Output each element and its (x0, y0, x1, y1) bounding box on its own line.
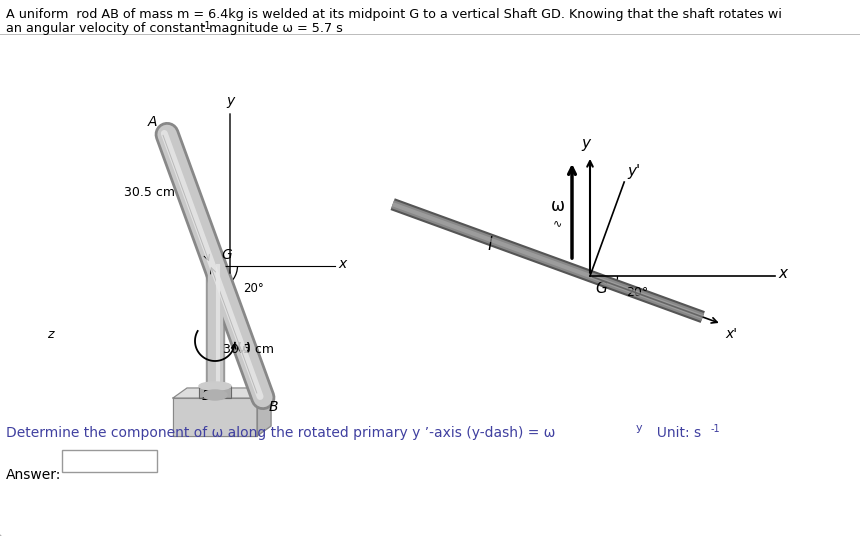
Text: ω: ω (551, 197, 565, 215)
Text: ∿: ∿ (553, 218, 562, 228)
Text: A: A (148, 115, 157, 129)
Text: G: G (221, 248, 231, 262)
Polygon shape (199, 386, 231, 398)
Text: 30.5 cm: 30.5 cm (224, 343, 274, 356)
Text: Determine the component of ω along the rotated primary y ’-axis (y-dash) = ω: Determine the component of ω along the r… (6, 426, 556, 440)
Text: z: z (47, 327, 53, 340)
Ellipse shape (203, 390, 227, 400)
Text: x: x (338, 257, 347, 271)
Text: l: l (487, 236, 492, 254)
Text: y: y (226, 94, 234, 108)
Text: y': y' (627, 164, 641, 179)
Polygon shape (257, 388, 271, 436)
Text: 20°: 20° (243, 281, 264, 294)
Text: x: x (778, 266, 787, 281)
Ellipse shape (199, 382, 231, 390)
Text: an angular velocity of constant magnitude ω = 5.7 s: an angular velocity of constant magnitud… (6, 22, 343, 35)
Text: 20°: 20° (626, 286, 648, 299)
Text: ω: ω (237, 338, 251, 356)
Text: Unit: s: Unit: s (648, 426, 701, 440)
Text: Answer:: Answer: (6, 468, 61, 482)
Text: x': x' (726, 327, 738, 341)
Polygon shape (173, 388, 271, 398)
Polygon shape (173, 398, 257, 436)
Text: 30.5 cm: 30.5 cm (124, 185, 175, 199)
Text: A uniform  rod AB of mass m = 6.4kg is welded at its midpoint G to a vertical Sh: A uniform rod AB of mass m = 6.4kg is we… (6, 8, 782, 21)
Text: y: y (581, 136, 591, 151)
Text: y: y (636, 423, 642, 433)
Text: -1: -1 (711, 424, 721, 434)
Bar (62, 450, 157, 472)
Text: D: D (202, 389, 212, 403)
Text: G: G (595, 281, 607, 296)
Text: B: B (269, 399, 279, 414)
Text: -1: -1 (202, 21, 212, 31)
